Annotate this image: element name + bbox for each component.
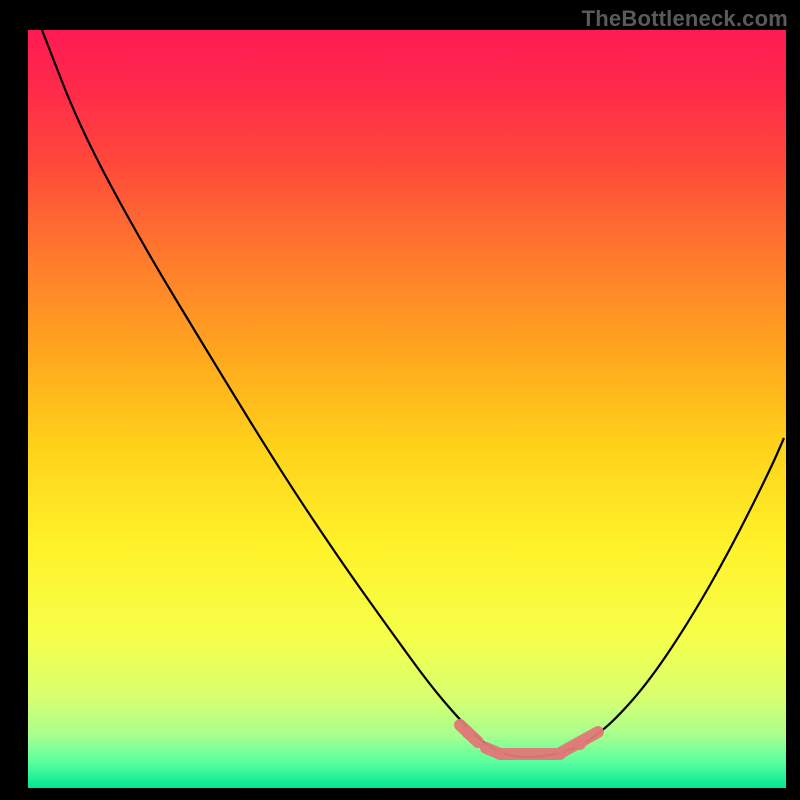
watermark-text: TheBottleneck.com: [582, 6, 788, 32]
highlight-band: [460, 725, 598, 754]
bottleneck-curve: [42, 30, 784, 757]
curve-layer: [0, 0, 800, 800]
highlight-dot: [462, 727, 474, 739]
highlight-dot: [574, 738, 586, 750]
